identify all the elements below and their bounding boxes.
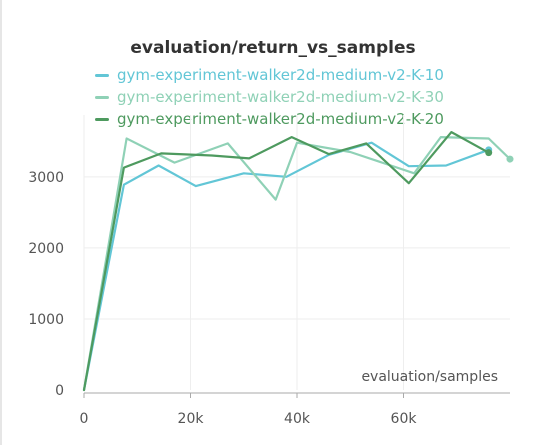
legend-item[interactable]: gym-experiment-walker2d-medium-v2-K-20 — [95, 108, 444, 130]
x-tick-label: 20k — [178, 411, 205, 427]
y-tick-label: 0 — [55, 383, 64, 399]
series-end-point-2 — [506, 155, 514, 163]
legend-label: gym-experiment-walker2d-medium-v2-K-30 — [117, 88, 444, 106]
series-line-3 — [82, 131, 490, 392]
axes — [83, 392, 510, 398]
grid-lines — [83, 115, 510, 390]
y-tick-label: 1000 — [28, 312, 64, 328]
legend-swatch — [95, 95, 109, 99]
legend-swatch — [95, 117, 109, 121]
x-tick-label: 0 — [80, 411, 89, 427]
x-axis-title: evaluation/samples — [361, 369, 498, 385]
series-end-point-3 — [485, 149, 493, 157]
y-tick-label: 3000 — [28, 170, 64, 186]
series-lines — [82, 131, 514, 392]
legend-label: gym-experiment-walker2d-medium-v2-K-20 — [117, 110, 444, 128]
x-tick-label: 60k — [391, 411, 418, 427]
series-line-1 — [82, 141, 490, 392]
x-tick-label: 40k — [284, 411, 311, 427]
legend-label: gym-experiment-walker2d-medium-v2-K-10 — [117, 66, 444, 84]
legend: gym-experiment-walker2d-medium-v2-K-10 gy… — [95, 64, 444, 130]
legend-item[interactable]: gym-experiment-walker2d-medium-v2-K-30 — [95, 86, 444, 108]
chart-title: evaluation/return_vs_samples — [130, 38, 416, 58]
legend-item[interactable]: gym-experiment-walker2d-medium-v2-K-10 — [95, 64, 444, 86]
legend-swatch — [95, 73, 109, 77]
axis-labels: 0 1000 2000 3000 0 20k 40k 60k evaluation/sample… — [28, 170, 498, 427]
panel-left-border — [0, 0, 2, 445]
y-tick-label: 2000 — [28, 241, 64, 257]
